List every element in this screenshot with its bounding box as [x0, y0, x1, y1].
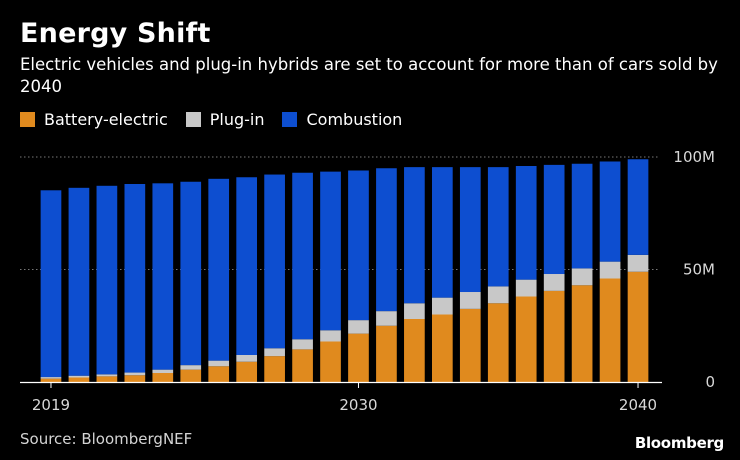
bar-plug-in-2025: [208, 360, 230, 367]
bar-battery-electric-2021: [96, 376, 118, 383]
bar-battery-electric-2022: [124, 375, 146, 382]
chart-title: Energy Shift: [20, 18, 211, 49]
bar-battery-electric-2033: [432, 314, 453, 382]
axis-layer: 0 50M 100M 2019 2030 2040: [20, 148, 715, 414]
bar-combustion-2040: [627, 159, 649, 255]
bar-plug-in-2022: [124, 372, 146, 376]
bar-battery-electric-2039: [599, 278, 621, 382]
bar-combustion-2030: [348, 170, 369, 321]
bar-layer: [40, 159, 649, 383]
bar-combustion-2037: [543, 164, 565, 275]
bar-battery-electric-2030: [348, 333, 369, 383]
bar-combustion-2035: [487, 167, 509, 287]
legend-item-plug-in: Plug-in: [185, 110, 265, 129]
bar-battery-electric-2029: [320, 341, 341, 382]
bar-battery-electric-2035: [487, 303, 509, 382]
bar-plug-in-2035: [487, 286, 509, 304]
bar-battery-electric-2023: [152, 373, 174, 382]
bar-plug-in-2026: [236, 355, 258, 362]
bar-plug-in-2031: [376, 311, 397, 326]
bar-plug-in-2036: [515, 279, 537, 297]
y-tick-label: 100M: [673, 148, 715, 166]
bar-combustion-2024: [180, 181, 202, 366]
legend-label-plug-in: Plug-in: [209, 110, 265, 129]
bar-battery-electric-2028: [292, 349, 313, 383]
bar-battery-electric-2037: [543, 290, 565, 383]
bar-combustion-2019: [40, 190, 62, 378]
legend-label-combustion: Combustion: [306, 110, 403, 129]
bar-combustion-2026: [236, 177, 258, 355]
bar-plug-in-2032: [404, 303, 425, 319]
bar-battery-electric-2032: [404, 319, 425, 382]
bar-battery-electric-2025: [208, 366, 230, 382]
bar-plug-in-2027: [264, 348, 285, 357]
bar-plug-in-2029: [320, 330, 341, 342]
bar-combustion-2023: [152, 183, 174, 370]
bar-plug-in-2024: [180, 365, 202, 370]
legend-swatch-plug-in: [185, 112, 201, 127]
bar-battery-electric-2020: [68, 377, 90, 382]
bar-plug-in-2021: [96, 374, 118, 377]
bar-plug-in-2040: [627, 254, 649, 272]
bar-battery-electric-2026: [236, 361, 258, 382]
bar-plug-in-2033: [432, 297, 453, 315]
bar-plug-in-2028: [292, 339, 313, 350]
chart-subtitle: Electric vehicles and plug-in hybrids ar…: [20, 55, 718, 96]
x-tick-label: 2019: [32, 396, 70, 414]
legend-item-battery-electric: Battery-electric: [20, 110, 168, 129]
bar-battery-electric-2027: [264, 356, 285, 383]
y-tick-label: 0: [705, 373, 715, 391]
bar-combustion-2031: [376, 168, 397, 312]
bar-battery-electric-2036: [515, 296, 537, 382]
legend-item-combustion: Combustion: [282, 110, 402, 129]
bar-combustion-2027: [264, 174, 285, 349]
bar-plug-in-2019: [40, 377, 62, 379]
bar-plug-in-2034: [459, 292, 481, 309]
bar-combustion-2036: [515, 166, 537, 280]
bar-combustion-2028: [292, 172, 313, 340]
bar-combustion-2039: [599, 161, 621, 262]
legend-swatch-combustion: [282, 112, 298, 127]
legend-label-battery-electric: Battery-electric: [44, 110, 168, 129]
source-note: Source: BloombergNEF: [20, 430, 193, 448]
bar-plug-in-2020: [68, 375, 90, 378]
bar-battery-electric-2024: [180, 369, 202, 383]
bar-plug-in-2023: [152, 369, 174, 374]
stacked-bar-chart: 0 50M 100M 2019 2030 2040: [20, 148, 715, 414]
bar-battery-electric-2038: [571, 285, 593, 382]
bar-combustion-2022: [124, 184, 146, 373]
bar-combustion-2025: [208, 178, 230, 361]
x-tick-label: 2030: [339, 396, 377, 414]
bar-combustion-2021: [96, 185, 118, 375]
bar-plug-in-2037: [543, 274, 565, 291]
bar-battery-electric-2031: [376, 325, 397, 382]
bloomberg-logo: Bloomberg: [634, 434, 724, 452]
legend: Battery-electric Plug-in Combustion: [20, 110, 420, 129]
bar-combustion-2029: [320, 171, 341, 331]
bar-battery-electric-2019: [40, 378, 62, 383]
bar-battery-electric-2040: [627, 271, 649, 382]
bar-combustion-2033: [432, 167, 453, 298]
y-tick-label: 50M: [683, 261, 715, 279]
bar-combustion-2020: [68, 187, 90, 376]
x-tick-label: 2040: [619, 396, 657, 414]
bar-plug-in-2038: [571, 268, 593, 286]
bar-plug-in-2030: [348, 320, 369, 334]
bar-battery-electric-2034: [459, 308, 481, 383]
bar-combustion-2034: [459, 167, 481, 293]
bar-combustion-2032: [404, 167, 425, 304]
legend-swatch-battery-electric: [20, 112, 35, 127]
bar-combustion-2038: [571, 163, 593, 269]
bar-plug-in-2039: [599, 261, 621, 279]
